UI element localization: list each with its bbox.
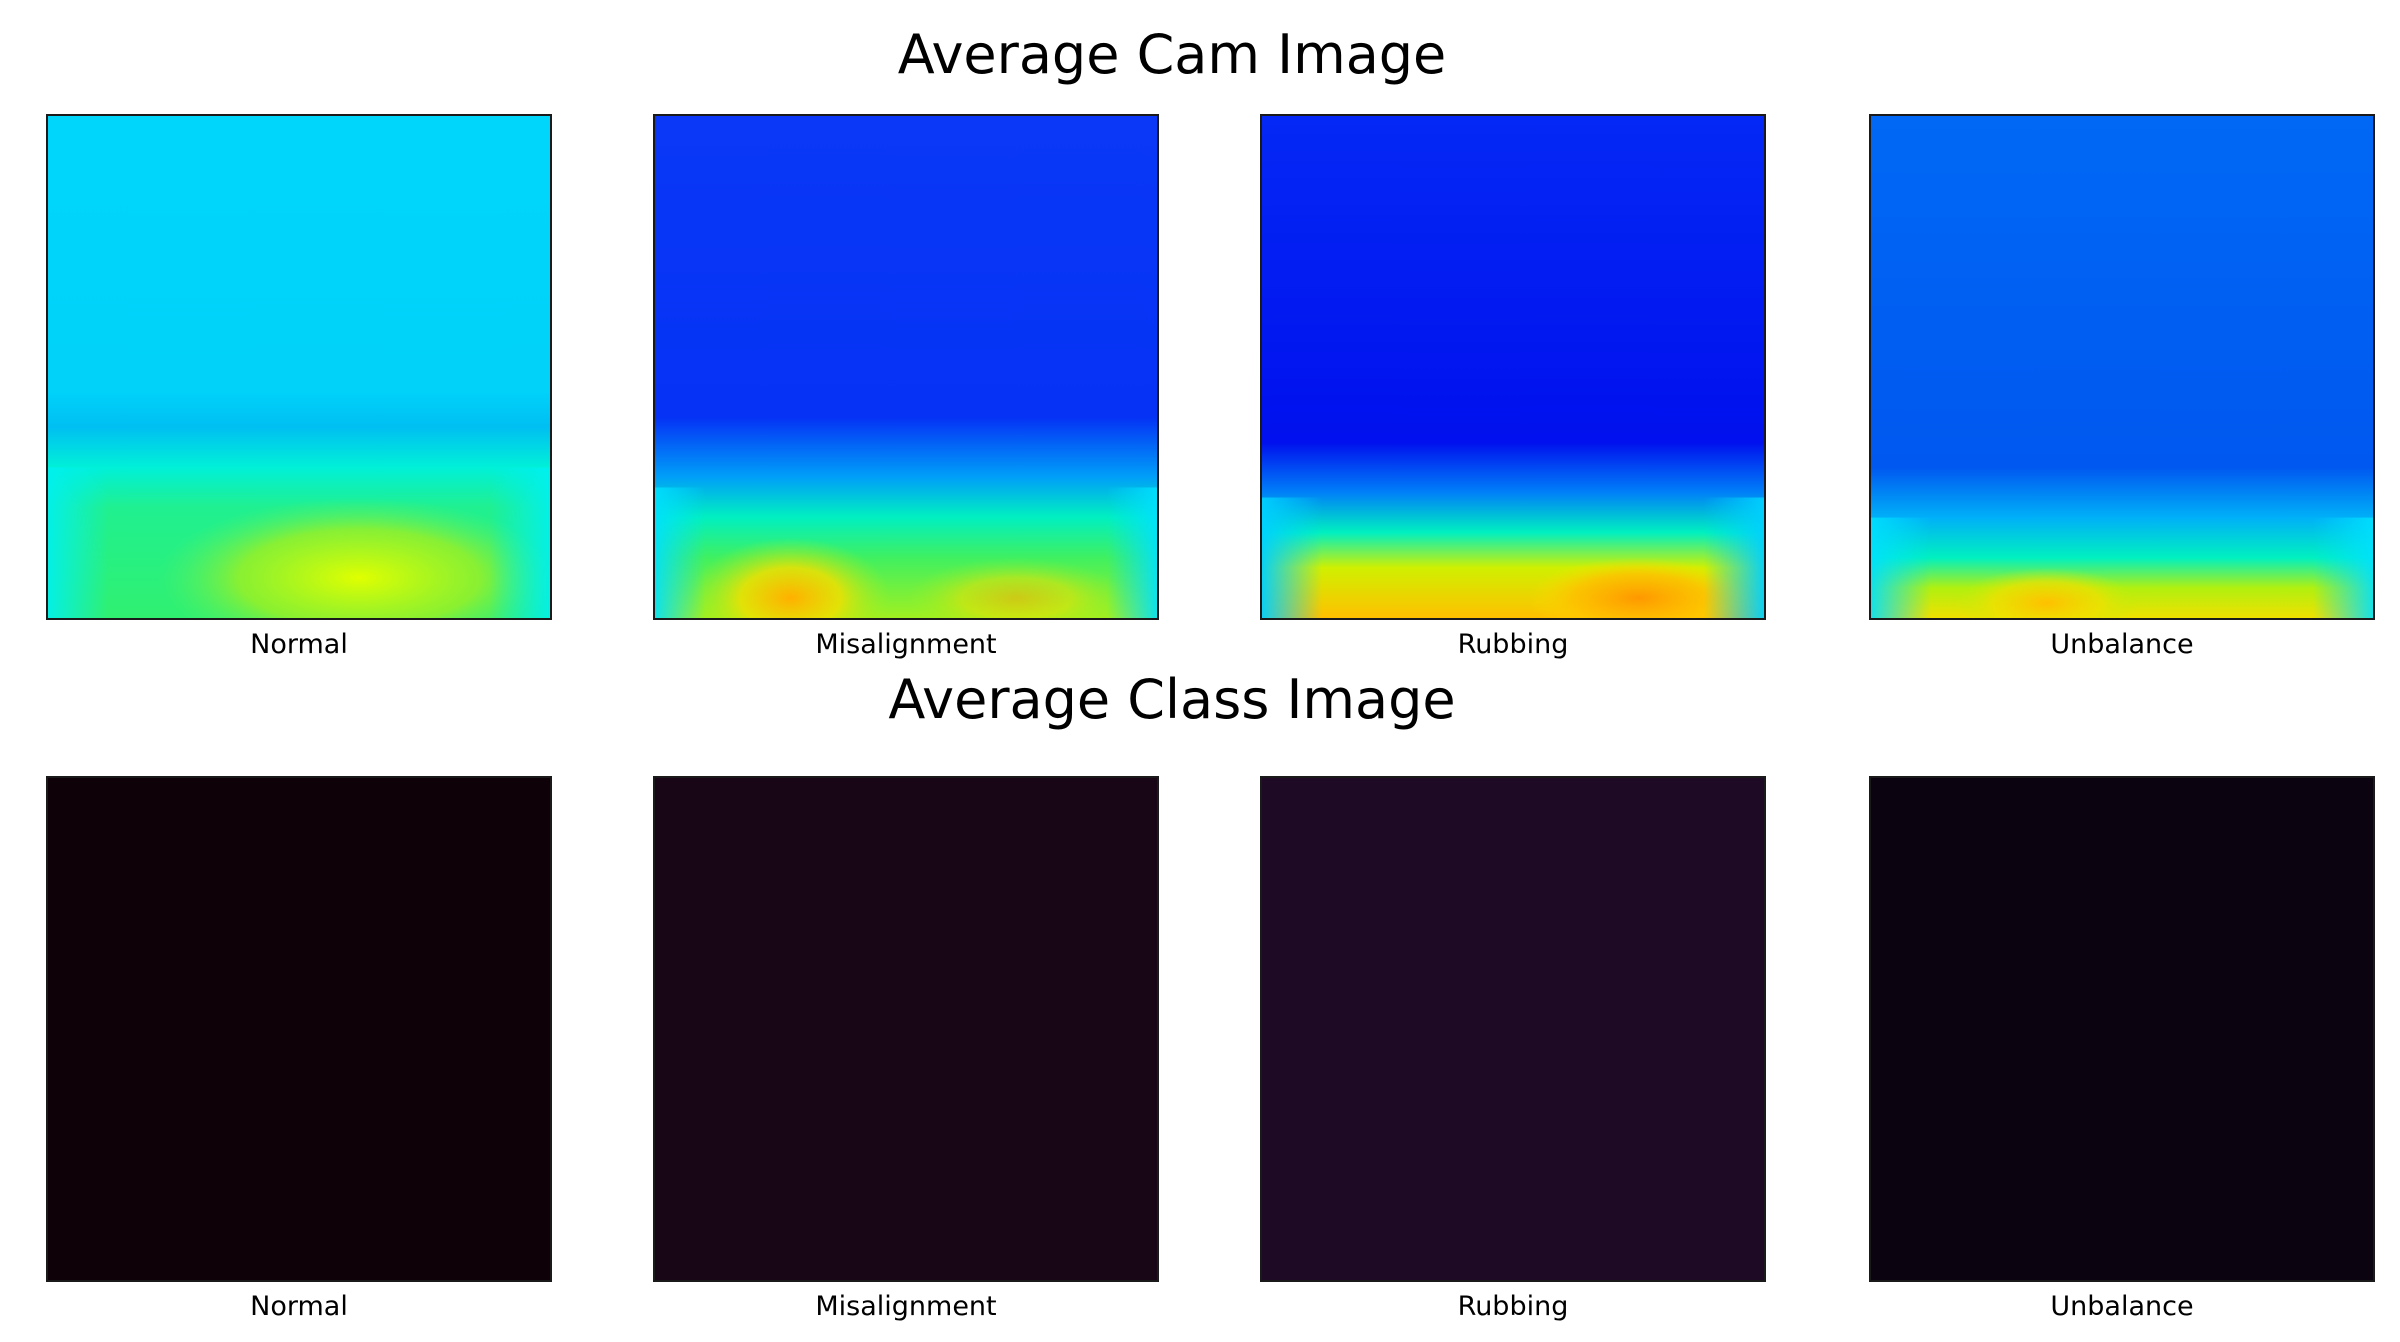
cam-label-normal: Normal <box>250 629 348 660</box>
class-image-rubbing <box>1260 776 1766 1282</box>
class-image-misalignment <box>653 776 1159 1282</box>
cam-label-misalignment: Misalignment <box>815 629 997 660</box>
cam-label-unbalance: Unbalance <box>2050 629 2194 660</box>
class-label-misalignment: Misalignment <box>815 1291 997 1322</box>
cam-image-unbalance <box>1869 114 2375 620</box>
cam-image-rubbing <box>1260 114 1766 620</box>
class-image-normal <box>46 776 552 1282</box>
class-image-unbalance <box>1869 776 2375 1282</box>
cam-image-normal <box>46 114 552 620</box>
cam-label-rubbing: Rubbing <box>1457 629 1569 660</box>
class-label-normal: Normal <box>250 1291 348 1322</box>
cam-section-title: Average Cam Image <box>897 23 1447 86</box>
class-section-title: Average Class Image <box>888 668 1456 731</box>
class-label-rubbing: Rubbing <box>1457 1291 1569 1322</box>
class-label-unbalance: Unbalance <box>2050 1291 2194 1322</box>
cam-image-misalignment <box>653 114 1159 620</box>
